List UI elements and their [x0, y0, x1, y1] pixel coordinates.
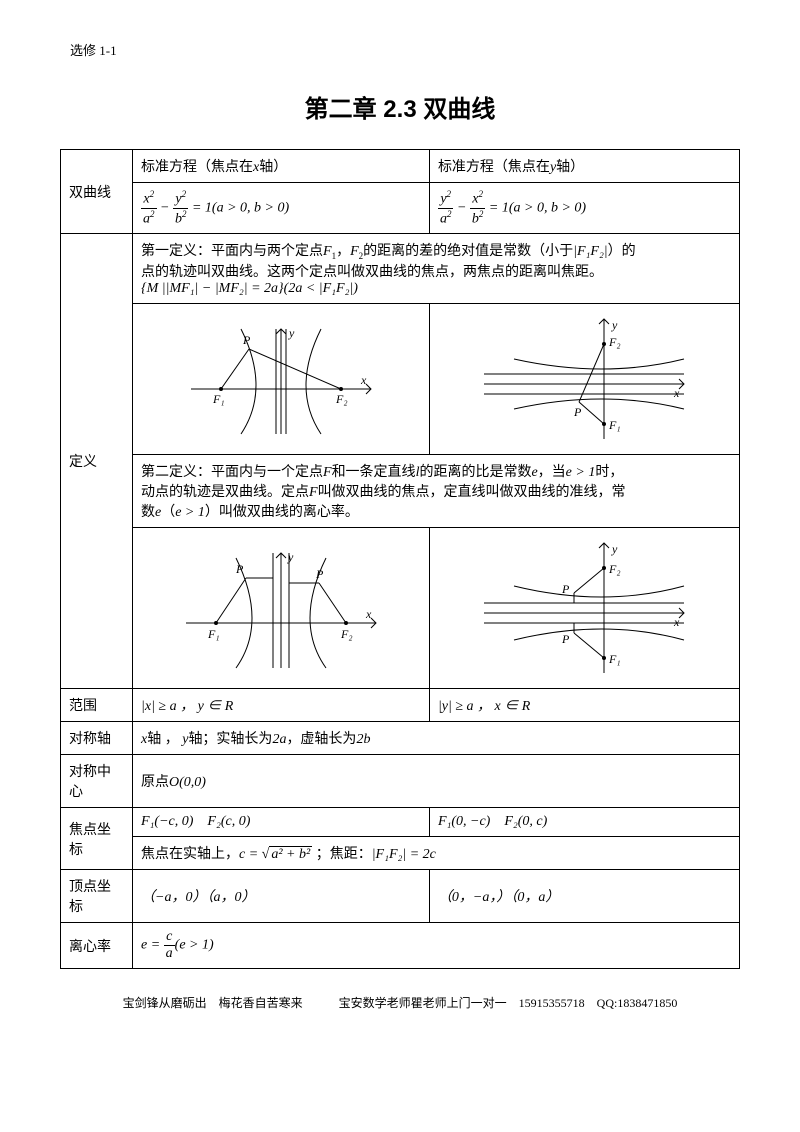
label-sym-center: 对称中心 [61, 755, 133, 808]
focus-x: F₁(−c, 0) F₂(c, 0) [133, 808, 430, 837]
def2-diagram-x: P P F₁ F₂ x y [133, 528, 430, 689]
svg-text:P: P [561, 632, 570, 646]
sym-center-val: 原点O(0,0) [133, 755, 740, 808]
svg-text:P: P [242, 333, 251, 347]
std-x-eq: x2a2 − y2b2 = 1(a > 0, b > 0) [133, 183, 430, 234]
label-hyperbola: 双曲线 [61, 150, 133, 234]
svg-text:F₂: F₂ [335, 392, 348, 406]
svg-text:F₂: F₂ [608, 335, 621, 349]
svg-text:x: x [360, 373, 367, 387]
std-x-title: 标准方程（焦点在x轴） [133, 150, 430, 183]
svg-text:x: x [365, 607, 372, 621]
label-vertex: 顶点坐标 [61, 870, 133, 923]
sym-axis-val: x轴 ， y轴；实轴长为2a，虚轴长为2b [133, 722, 740, 755]
page-header: 选修 1-1 [70, 40, 740, 59]
label-eccentricity: 离心率 [61, 923, 133, 969]
main-table: 双曲线 标准方程（焦点在x轴） 标准方程（焦点在y轴） x2a2 − y2b2 … [60, 149, 740, 969]
hyperbola-x-diagram: P F₁ F₂ x y [181, 319, 381, 439]
svg-text:y: y [288, 326, 295, 340]
svg-text:y: y [611, 318, 618, 332]
svg-text:F₁: F₁ [207, 627, 220, 641]
vertex-y: （0，−a，）（0，a） [429, 870, 739, 923]
def1-diagram-x: P F₁ F₂ x y [133, 304, 430, 455]
hyperbola-y-directrix: P P F₁ F₂ x y [474, 538, 694, 678]
svg-text:y: y [611, 542, 618, 556]
vertex-x: （−a，0）（a，0） [133, 870, 430, 923]
svg-text:F₁: F₁ [608, 652, 621, 666]
svg-text:P: P [561, 582, 570, 596]
label-range: 范围 [61, 689, 133, 722]
page-footer: 宝剑锋从磨砺出 梅花香自苦寒来 宝安数学老师瞿老师上门一对一 159153557… [60, 994, 740, 1011]
svg-text:F₁: F₁ [212, 392, 225, 406]
hyperbola-y-diagram: P F₁ F₂ x y [474, 314, 694, 444]
label-definition: 定义 [61, 234, 133, 689]
def1-text: 第一定义：平面内与两个定点F1，F2的距离的差的绝对值是常数（小于|F₁F₂|）… [133, 234, 740, 304]
def1-diagram-y: P F₁ F₂ x y [429, 304, 739, 455]
range-y: |y| ≥ a ， x ∈ R [429, 689, 739, 722]
label-focus: 焦点坐标 [61, 808, 133, 870]
svg-text:x: x [673, 386, 680, 400]
focus-line2: 焦点在实轴上，c = √a² + b² ；焦距：|F₁F₂| = 2c [133, 837, 740, 870]
svg-text:y: y [287, 550, 294, 564]
label-sym-axis: 对称轴 [61, 722, 133, 755]
def2-diagram-y: P P F₁ F₂ x y [429, 528, 739, 689]
svg-text:P: P [315, 567, 324, 581]
std-y-eq: y2a2 − x2b2 = 1(a > 0, b > 0) [429, 183, 739, 234]
svg-text:P: P [235, 562, 244, 576]
svg-text:F₂: F₂ [340, 627, 353, 641]
hyperbola-x-directrix: P P F₁ F₂ x y [176, 543, 386, 673]
focus-y: F₁(0, −c) F₂(0, c) [429, 808, 739, 837]
eccentricity-val: e = ca(e > 1) [133, 923, 740, 969]
range-x: |x| ≥ a ， y ∈ R [133, 689, 430, 722]
svg-text:P: P [573, 405, 582, 419]
def2-text: 第二定义：平面内与一个定点F和一条定直线l的距离的比是常数e，当e > 1时， … [133, 455, 740, 528]
svg-text:F₁: F₁ [608, 418, 621, 432]
std-y-title: 标准方程（焦点在y轴） [429, 150, 739, 183]
svg-text:x: x [673, 615, 680, 629]
page-title: 第二章 2.3 双曲线 [60, 89, 740, 124]
svg-text:F₂: F₂ [608, 562, 621, 576]
